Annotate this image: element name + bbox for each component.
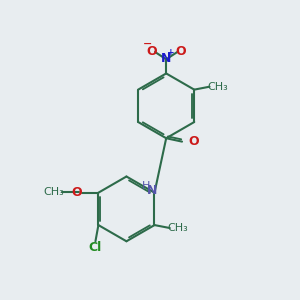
Text: −: −	[143, 39, 152, 49]
Text: N: N	[147, 184, 157, 197]
Text: CH₃: CH₃	[207, 82, 228, 92]
Text: O: O	[72, 186, 82, 199]
Text: O: O	[188, 135, 199, 148]
Text: O: O	[176, 45, 186, 58]
Text: CH₃: CH₃	[168, 223, 188, 233]
Text: N: N	[161, 52, 171, 65]
Text: O: O	[146, 45, 157, 58]
Text: Cl: Cl	[89, 241, 102, 254]
Text: CH₃: CH₃	[43, 187, 64, 197]
Text: +: +	[167, 48, 174, 57]
Text: H: H	[142, 181, 150, 191]
